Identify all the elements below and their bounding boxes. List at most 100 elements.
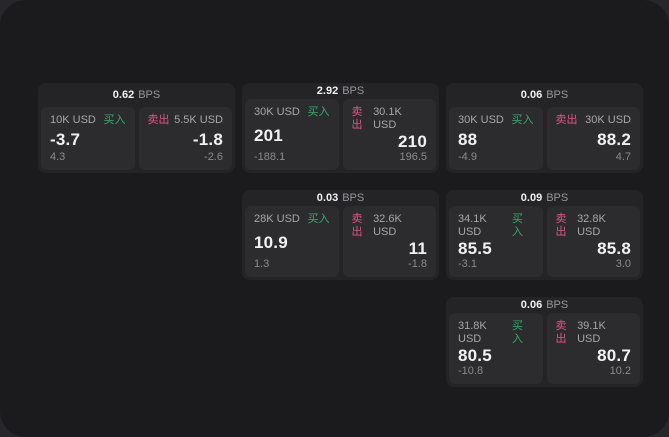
buy-side-label: 买入 [511,114,534,126]
sell-price: 80.7 [597,346,631,365]
buy-side-label: 买入 [307,213,330,225]
sell-panel[interactable]: 卖出 39.1K USD 80.7 10.2 [546,313,640,384]
sell-change: 196.5 [399,151,427,163]
bps-unit-label: BPS [546,192,569,204]
buy-panel[interactable]: 28K USD 买入 10.9 1.3 [245,206,339,277]
buy-amount: 31.8K USD [458,320,487,345]
sell-panel[interactable]: 卖出 32.8K USD 85.8 3.0 [546,206,640,277]
bps-unit-label: BPS [342,192,365,204]
buy-change: -10.8 [458,365,484,377]
quote-card: 0.06 BPS 31.8K USD 买入 80.5 -10.8 卖出 39.1… [446,297,643,387]
buy-panel[interactable]: 10K USD 买入 -3.7 4.3 [41,107,135,170]
buy-panel-top-row: 34.1K USD 买入 [458,213,534,239]
bps-value: 0.62 [112,89,135,101]
buy-side-label: 买入 [103,114,126,126]
quote-panels: 28K USD 买入 10.9 1.3 卖出 32.6K USD 11 -1.8 [245,206,436,277]
buy-panel[interactable]: 30K USD 买入 201 -188.1 [245,99,339,170]
bps-header: 2.92 BPS [245,83,436,99]
quote-panels: 30K USD 买入 201 -188.1 卖出 30.1K USD 210 1… [245,99,436,170]
sell-change: 3.0 [615,258,631,270]
buy-amount: 28K USD [254,213,300,225]
buy-side-label: 买入 [307,106,330,118]
sell-change: -2.6 [204,151,223,163]
sell-panel-top-row: 卖出 30.1K USD [352,106,428,132]
quote-card: 2.92 BPS 30K USD 买入 201 -188.1 卖出 30.1K … [242,83,439,173]
buy-amount: 30K USD [254,106,300,118]
sell-side-label: 卖出 [351,213,363,238]
sell-amount: 32.8K USD [577,213,606,238]
bps-unit-label: BPS [342,85,365,97]
sell-panel[interactable]: 卖出 5.5K USD -1.8 -2.6 [138,107,232,170]
sell-panel-top-row: 卖出 32.6K USD [352,213,428,239]
sell-change: 4.7 [615,151,631,163]
buy-price: 10.9 [254,232,288,252]
sell-amount: 32.6K USD [373,213,402,238]
bps-header: 0.62 BPS [41,83,232,107]
buy-panel-top-row: 28K USD 买入 [254,213,330,226]
bps-value: 0.03 [316,192,339,204]
sell-panel-top-row: 卖出 30K USD [556,114,632,127]
bps-header: 0.06 BPS [449,83,640,107]
quote-panels: 34.1K USD 买入 85.5 -3.1 卖出 32.8K USD 85.8… [449,206,640,277]
bps-unit-label: BPS [138,89,161,101]
buy-change: -188.1 [254,151,286,163]
sell-side-label: 卖出 [147,114,170,126]
sell-side-label: 卖出 [351,106,363,131]
bps-header: 0.09 BPS [449,190,640,206]
sell-side-label: 卖出 [555,213,567,238]
sell-panel[interactable]: 卖出 30.1K USD 210 196.5 [342,99,436,170]
sell-amount: 5.5K USD [174,114,223,126]
buy-panel-top-row: 10K USD 买入 [50,114,126,127]
buy-change: 4.3 [50,151,66,163]
sell-amount: 30.1K USD [373,106,402,131]
quote-panels: 10K USD 买入 -3.7 4.3 卖出 5.5K USD -1.8 -2.… [41,107,232,170]
buy-price: 88 [458,129,478,149]
bps-header: 0.06 BPS [449,297,640,313]
sell-amount: 39.1K USD [577,320,606,345]
buy-side-label: 买入 [511,213,523,238]
buy-amount: 34.1K USD [458,213,487,238]
bps-unit-label: BPS [546,89,569,101]
sell-panel-top-row: 卖出 39.1K USD [556,320,632,346]
quote-card: 0.62 BPS 10K USD 买入 -3.7 4.3 卖出 5.5K USD… [38,83,235,173]
buy-price: 201 [254,125,283,145]
sell-change: 10.2 [609,365,631,377]
sell-price: 88.2 [597,129,631,149]
quote-panels: 30K USD 买入 88 -4.9 卖出 30K USD 88.2 4.7 [449,107,640,170]
sell-panel-top-row: 卖出 32.8K USD [556,213,632,239]
buy-price: 80.5 [458,346,492,365]
buy-change: 1.3 [254,258,270,270]
quote-card: 0.09 BPS 34.1K USD 买入 85.5 -3.1 卖出 32.8K… [446,190,643,280]
buy-panel[interactable]: 34.1K USD 买入 85.5 -3.1 [449,206,543,277]
bps-value: 0.06 [520,299,543,311]
sell-change: -1.8 [408,258,427,270]
sell-side-label: 卖出 [555,320,567,345]
quote-card: 0.06 BPS 30K USD 买入 88 -4.9 卖出 30K USD 8… [446,83,643,173]
buy-panel-top-row: 31.8K USD 买入 [458,320,534,346]
buy-price: -3.7 [50,129,81,149]
bps-unit-label: BPS [546,299,569,311]
buy-change: -3.1 [458,258,477,270]
sell-price: 210 [398,132,427,151]
quote-card-grid: 0.62 BPS 10K USD 买入 -3.7 4.3 卖出 5.5K USD… [38,83,643,387]
sell-side-label: 卖出 [555,114,578,126]
quote-card: 0.03 BPS 28K USD 买入 10.9 1.3 卖出 32.6K US… [242,190,439,280]
sell-price: -1.8 [192,129,223,149]
sell-price: 11 [408,239,427,258]
buy-amount: 30K USD [458,114,504,126]
buy-panel-top-row: 30K USD 买入 [458,114,534,127]
buy-panel[interactable]: 30K USD 买入 88 -4.9 [449,107,543,170]
buy-side-label: 买入 [511,320,523,345]
sell-amount: 30K USD [585,114,631,126]
bps-value: 0.06 [520,89,543,101]
bps-value: 0.09 [520,192,543,204]
quote-panels: 31.8K USD 买入 80.5 -10.8 卖出 39.1K USD 80.… [449,313,640,384]
sell-price: 85.8 [597,239,631,258]
sell-panel[interactable]: 卖出 32.6K USD 11 -1.8 [342,206,436,277]
buy-price: 85.5 [458,239,492,258]
sell-panel[interactable]: 卖出 30K USD 88.2 4.7 [546,107,640,170]
buy-panel[interactable]: 31.8K USD 买入 80.5 -10.8 [449,313,543,384]
buy-change: -4.9 [458,151,477,163]
bps-header: 0.03 BPS [245,190,436,206]
